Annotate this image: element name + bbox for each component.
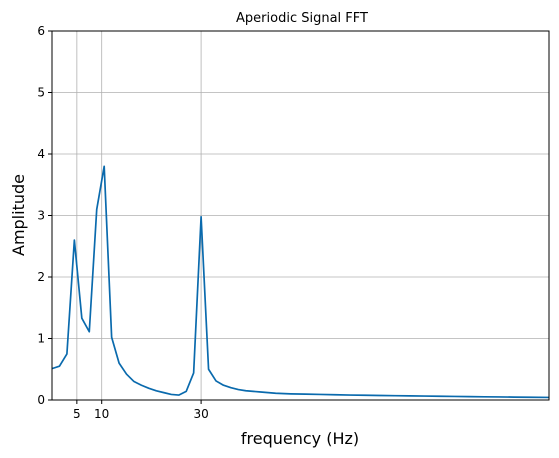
y-tick-label: 5	[37, 86, 45, 100]
y-tick-label: 1	[37, 332, 45, 346]
y-axis-title: Amplitude	[9, 174, 28, 256]
x-tick-label: 10	[94, 407, 109, 421]
y-tick-label: 4	[37, 147, 45, 161]
y-tick-label: 0	[37, 393, 45, 407]
series-line	[51, 165, 550, 399]
y-tick-label: 2	[37, 270, 45, 284]
x-tick-label: 30	[193, 407, 208, 421]
x-tick-label: 5	[73, 407, 81, 421]
y-tick-label: 3	[37, 209, 45, 223]
tick-layer: 0 1 2 3 4 5 6 5 10 30	[37, 24, 208, 421]
chart-title: Aperiodic Signal FFT	[236, 11, 368, 26]
y-tick-label: 6	[37, 24, 45, 38]
line-layer	[51, 165, 550, 399]
x-axis-title: frequency (Hz)	[241, 429, 359, 448]
